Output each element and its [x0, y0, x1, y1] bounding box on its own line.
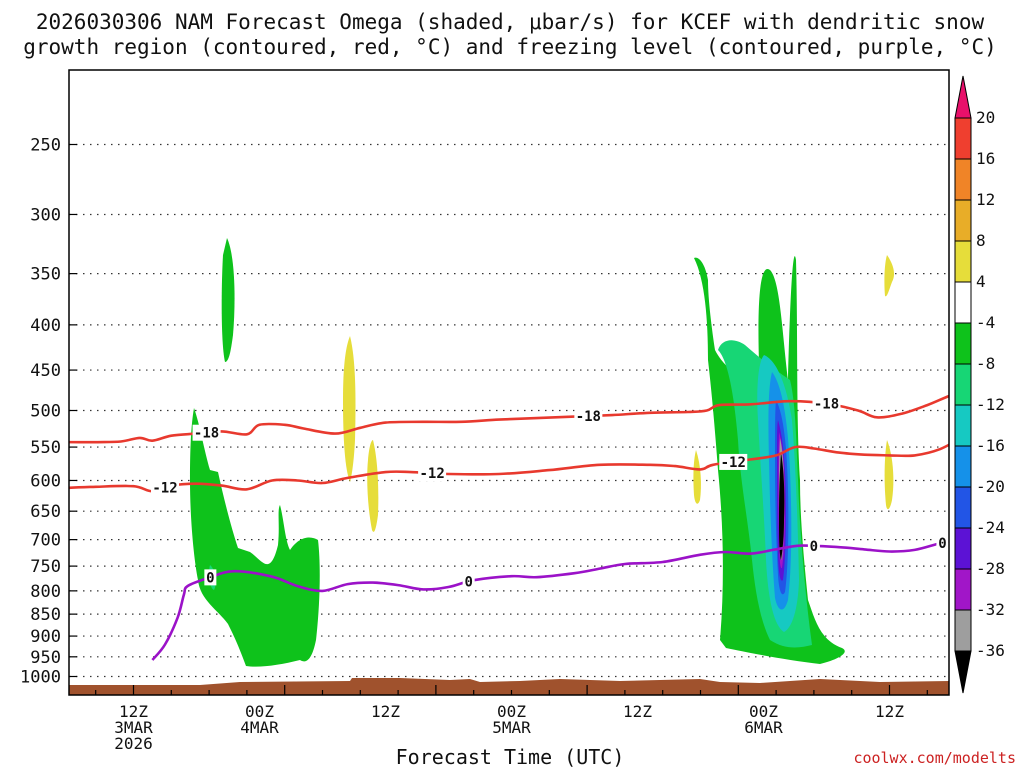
y-tick-label-800: 800 — [30, 582, 61, 602]
x-tick-label-6mar: 6MAR — [744, 718, 783, 737]
colorbar-swatch-7 — [954, 363, 972, 406]
colorbar-label--16: -16 — [976, 436, 1005, 455]
y-tick-label-300: 300 — [30, 205, 61, 225]
x-tick-label-00z: 00Z — [749, 702, 778, 721]
plot-frame — [68, 69, 950, 696]
colorbar-swatch-10 — [954, 486, 972, 529]
omega-area-yellow-near-12z-lower — [367, 440, 379, 532]
contour-label-bg-1-2 — [719, 453, 748, 470]
omega-area-left-column — [190, 408, 320, 667]
colorbar: 20 16 12 8 4 -4 -8 -12 -16 -20 -24 -28 -32 -36 — [954, 75, 1005, 694]
y-tick-label-650: 650 — [30, 502, 61, 522]
colorbar-swatch-2 — [954, 158, 972, 201]
plot-area: -18 -18 -18 -12 -12 -12 0 0 0 0 — [69, 70, 949, 695]
colorbar-label--32: -32 — [976, 600, 1005, 619]
contour-labels: -18 -18 -18 -12 -12 -12 0 0 0 0 — [151, 395, 949, 591]
colorbar-label--36: -36 — [976, 641, 1005, 660]
colorbar-label--8: -8 — [976, 354, 995, 373]
x-tick-label-12z: 12Z — [371, 702, 400, 721]
omega-area-yellow-near-12z-upper — [343, 336, 356, 482]
contour-label-1-2: -12 — [721, 455, 746, 471]
contour-label-bg-2-3 — [936, 535, 949, 552]
x-tick-label-12z: 12Z — [119, 702, 148, 721]
y-tick-label-900: 900 — [30, 627, 61, 647]
y-tick-label-750: 750 — [30, 557, 61, 577]
omega-area-yellow-left-of-6mar — [693, 450, 701, 504]
x-tick-label-4mar: 4MAR — [240, 718, 279, 737]
chart-title-line2: growth region (contoured, red, °C) and f… — [23, 35, 997, 59]
y-tick-label-350: 350 — [30, 265, 61, 285]
omega-shading — [190, 238, 895, 667]
credit-text: coolwx.com/modelts — [853, 749, 1016, 767]
colorbar-swatch-9 — [954, 445, 972, 488]
y-tick-label-700: 700 — [30, 531, 61, 551]
colorbar-swatch-5 — [954, 281, 972, 324]
contour-label-2-2: 0 — [810, 539, 818, 555]
colorbar-label-8: 8 — [976, 231, 986, 250]
contour-label-bg-2-2 — [807, 538, 820, 555]
chart-title-line1: 2026030306 NAM Forecast Omega (shaded, μ… — [36, 10, 985, 34]
contour-label-bg-0-1 — [574, 408, 603, 425]
colorbar-bottom-arrow — [954, 650, 972, 694]
omega-area-yellow-right-upper — [884, 255, 895, 297]
colorbar-swatch-1 — [954, 117, 972, 160]
contour-label-2-3: 0 — [938, 536, 946, 552]
contour-label-bg-0-0 — [192, 424, 221, 441]
contour-label-bg-2-1 — [462, 573, 475, 590]
contour-label-2-0: 0 — [206, 570, 214, 586]
contour-label-bg-1-0 — [151, 479, 179, 496]
x-tick-label-3mar: 3MAR — [114, 718, 153, 737]
contour-line-2 — [151, 540, 949, 661]
y-tick-label-400: 400 — [30, 316, 61, 336]
y-tick-label-250: 250 — [30, 136, 61, 156]
colorbar-label--24: -24 — [976, 518, 1005, 537]
colorbar-swatch-11 — [954, 527, 972, 570]
contour-label-2-1: 0 — [464, 575, 472, 591]
x-axis-label: Forecast Time (UTC) — [396, 745, 625, 768]
x-tick-label-00z: 00Z — [245, 702, 274, 721]
colorbar-swatch-13 — [954, 609, 972, 652]
colorbar-label-4: 4 — [976, 272, 986, 291]
contour-line-1 — [69, 443, 949, 493]
colorbar-label--12: -12 — [976, 395, 1005, 414]
colorbar-label--28: -28 — [976, 559, 1005, 578]
colorbar-swatch-3 — [954, 199, 972, 242]
terrain-ground — [69, 678, 949, 695]
omega-area-right-black — [779, 452, 785, 560]
contour-label-0-1: -18 — [576, 409, 601, 425]
contour-label-1-1: -12 — [419, 466, 444, 482]
y-tick-label-850: 850 — [30, 605, 61, 625]
omega-area-yellow-right-lower — [884, 440, 894, 510]
colorbar-label--4: -4 — [976, 313, 995, 332]
pressure-axis: 2503003504004505005506006507007508008509… — [20, 136, 77, 688]
colorbar-swatch-4 — [954, 240, 972, 283]
y-tick-label-1000: 1000 — [20, 668, 61, 688]
y-tick-label-950: 950 — [30, 648, 61, 668]
colorbar-label-16: 16 — [976, 149, 995, 168]
y-tick-label-550: 550 — [30, 438, 61, 458]
contour-label-bg-0-2 — [812, 395, 841, 412]
colorbar-label-12: 12 — [976, 190, 995, 209]
x-tick-label-12z: 12Z — [875, 702, 904, 721]
omega-area-upper-left — [221, 238, 235, 362]
colorbar-swatch-12 — [954, 568, 972, 611]
x-tick-label-5mar: 5MAR — [492, 718, 531, 737]
contour-label-bg-2-0 — [204, 569, 217, 586]
y-tick-label-600: 600 — [30, 471, 61, 491]
contour-label-bg-1-1 — [418, 465, 447, 482]
y-tick-label-450: 450 — [30, 361, 61, 381]
x-tick-label-2026: 2026 — [114, 734, 153, 753]
y-tick-label-500: 500 — [30, 402, 61, 422]
contour-label-0-0: -18 — [194, 426, 219, 442]
colorbar-swatch-8 — [954, 404, 972, 447]
x-tick-label-12z: 12Z — [623, 702, 652, 721]
colorbar-label-20: 20 — [976, 108, 995, 127]
colorbar-label--20: -20 — [976, 477, 1005, 496]
contour-label-0-2: -18 — [814, 397, 839, 413]
colorbar-swatch-6 — [954, 322, 972, 365]
x-tick-label-00z: 00Z — [497, 702, 526, 721]
contour-label-1-0: -12 — [152, 480, 177, 496]
